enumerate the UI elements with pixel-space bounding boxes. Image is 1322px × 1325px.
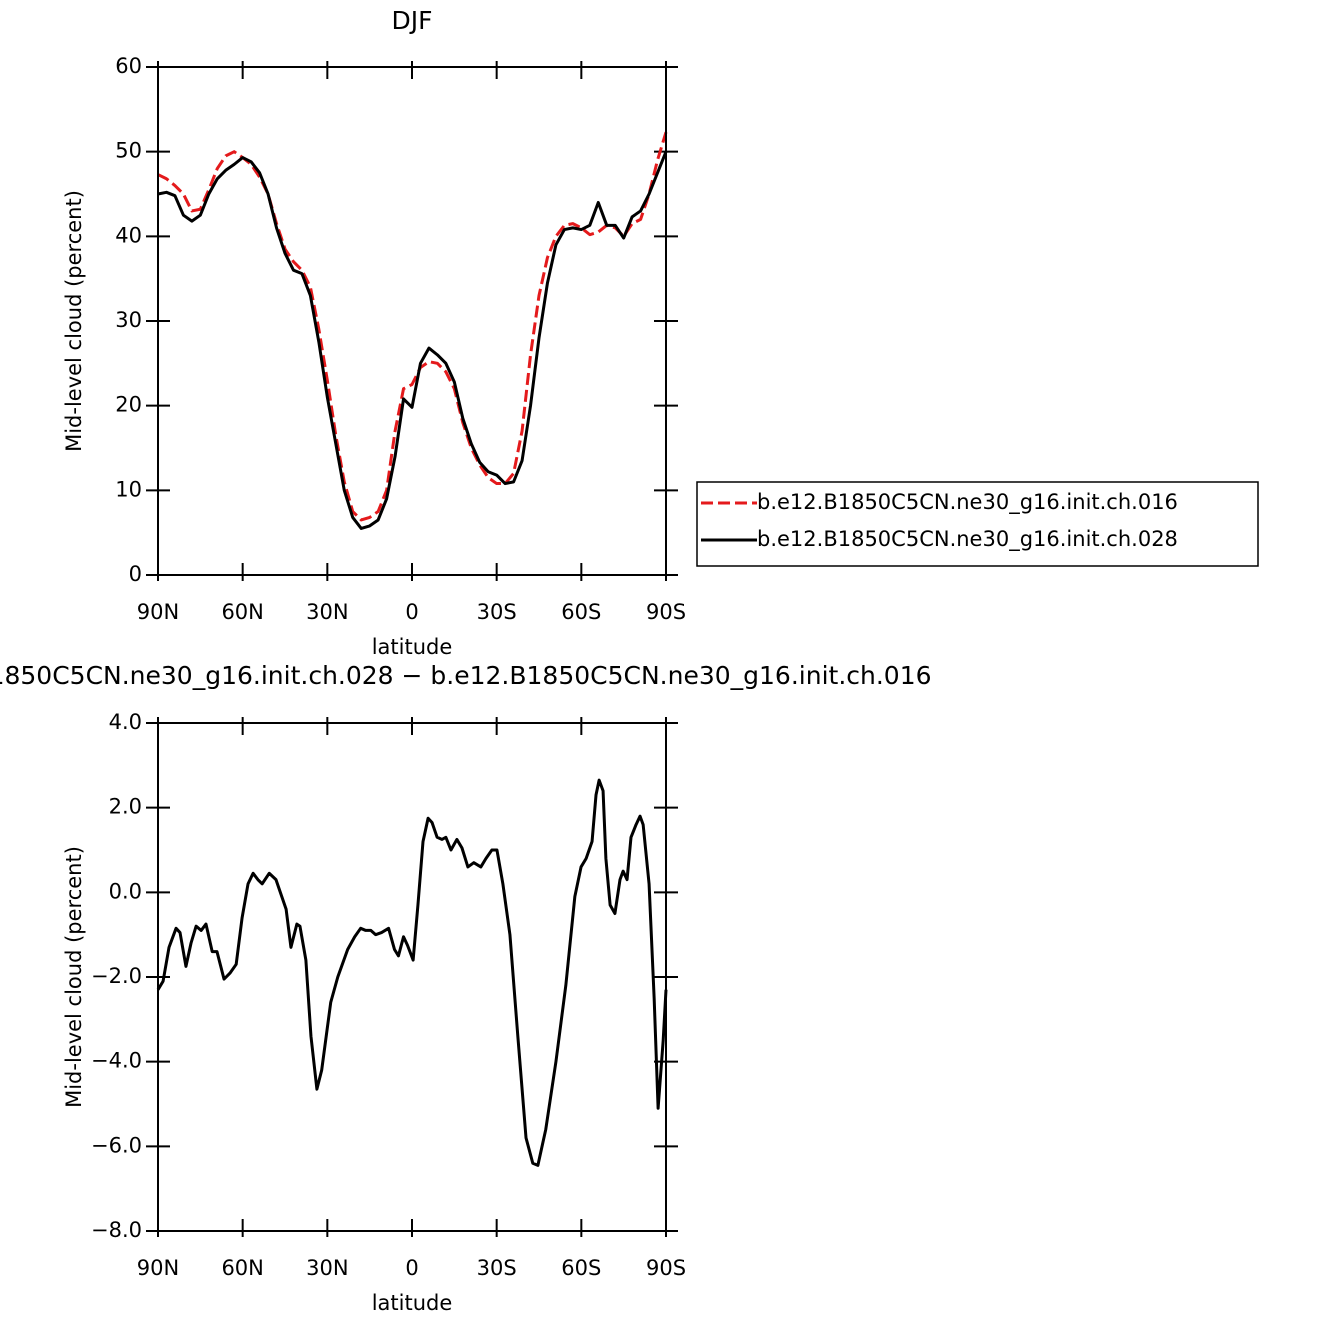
x-tick-label: 30N	[306, 600, 348, 624]
y-tick-label: 60	[115, 54, 142, 78]
y-tick-label: 2.0	[109, 795, 142, 819]
plot-frame	[157, 722, 667, 1232]
y-tick-label: 50	[115, 139, 142, 163]
x-tick-label: 60S	[561, 600, 601, 624]
legend-label: b.e12.B1850C5CN.ne30_g16.init.ch.028	[757, 527, 1178, 552]
y-tick-label: 30	[115, 308, 142, 332]
y-tick-label: −4.0	[91, 1049, 142, 1073]
y-tick-label: 0.0	[109, 879, 142, 903]
x-axis-label: latitude	[372, 635, 453, 659]
y-tick-label: 20	[115, 393, 142, 417]
y-axis-label: Mid-level cloud (percent)	[62, 190, 86, 452]
y-axis-label: Mid-level cloud (percent)	[62, 846, 86, 1108]
legend-label: b.e12.B1850C5CN.ne30_g16.init.ch.016	[757, 490, 1178, 515]
x-tick-label: 30S	[477, 1256, 517, 1280]
y-tick-label: 0	[129, 562, 142, 586]
x-tick-label: 60S	[561, 1256, 601, 1280]
y-tick-label: 4.0	[109, 710, 142, 734]
chart-title: b.e12.B1850C5CN.ne30_g16.init.ch.028 − b…	[0, 661, 932, 690]
y-tick-label: −8.0	[91, 1218, 142, 1242]
x-tick-label: 0	[405, 600, 418, 624]
y-tick-label: 10	[115, 477, 142, 501]
x-tick-label: 60N	[221, 600, 263, 624]
x-axis-label: latitude	[372, 1291, 453, 1315]
y-tick-label: −6.0	[91, 1133, 142, 1157]
plot-frame	[157, 66, 667, 576]
x-tick-label: 30N	[306, 1256, 348, 1280]
legend-box	[696, 481, 1259, 567]
x-tick-label: 30S	[477, 600, 517, 624]
x-tick-label: 90N	[137, 600, 179, 624]
y-tick-label: 40	[115, 223, 142, 247]
x-tick-label: 0	[405, 1256, 418, 1280]
data-line	[157, 151, 668, 530]
data-line	[157, 131, 668, 522]
x-tick-label: 60N	[221, 1256, 263, 1280]
x-tick-label: 90N	[137, 1256, 179, 1280]
chart-title: DJF	[391, 6, 432, 35]
x-tick-label: 90S	[646, 600, 686, 624]
x-tick-label: 90S	[646, 1256, 686, 1280]
data-line	[156, 778, 668, 1167]
y-tick-label: −2.0	[91, 964, 142, 988]
